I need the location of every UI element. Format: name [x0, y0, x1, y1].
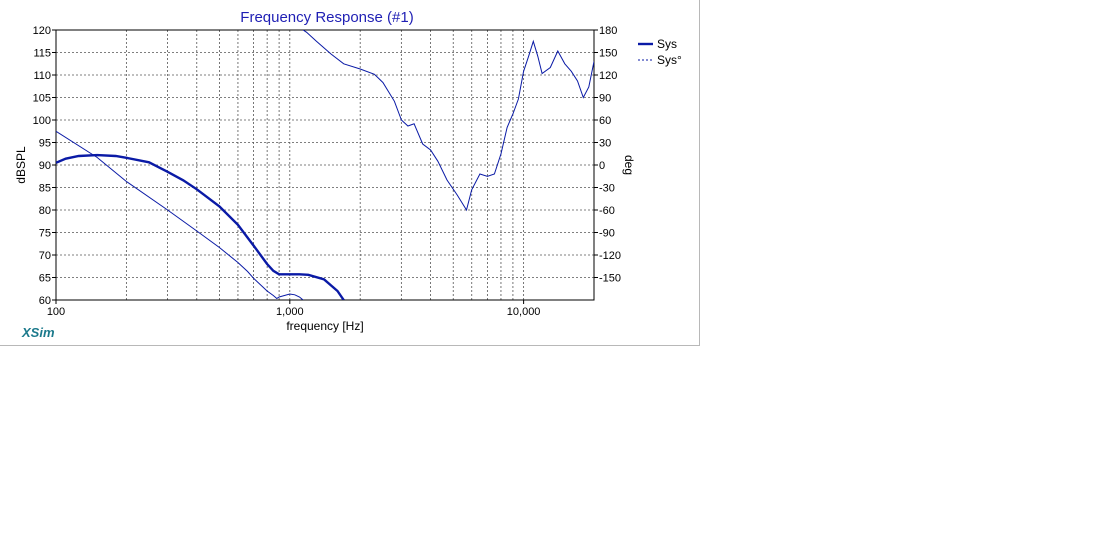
y-tick-label: 90 [39, 160, 51, 172]
brand-logo: XSim [21, 325, 55, 340]
x-tick-label: 1,000 [276, 306, 304, 318]
x-tick-label: 100 [47, 306, 65, 318]
legend: Sys Sys° [638, 37, 682, 67]
y2-tick-label: 90 [599, 93, 611, 105]
y2-tick-label: -30 [599, 183, 615, 195]
y-tick-label: 95 [39, 138, 51, 150]
y-axis-label: dBSPL [14, 146, 28, 184]
frequency-response-chart: Frequency Response (#1) 60 65 70 75 80 85 90 95… [14, 9, 682, 340]
y-tick-label: 80 [39, 205, 51, 217]
y-tick-label: 115 [33, 48, 51, 60]
y-tick-label: 65 [39, 273, 51, 285]
y-axis-ticks: 60 65 70 75 80 85 90 95 100 105 110 115 120 [33, 25, 56, 307]
legend-label: Sys [657, 37, 677, 51]
x-tick-label: 10,000 [507, 306, 541, 318]
x-axis-ticks: 100 1,000 10,000 [47, 300, 541, 318]
y-tick-label: 85 [39, 183, 51, 195]
legend-label: Sys° [657, 53, 682, 67]
grid-lines [56, 30, 594, 300]
y2-axis-ticks: -150 -120 -90 -60 -30 0 30 60 90 120 150 180 [594, 25, 621, 285]
y-tick-label: 120 [33, 25, 51, 37]
y-tick-label: 100 [33, 115, 51, 127]
y2-tick-label: 30 [599, 138, 611, 150]
y2-tick-label: 60 [599, 115, 611, 127]
y2-tick-label: -150 [599, 273, 621, 285]
y2-tick-label: -120 [599, 250, 621, 262]
y-tick-label: 70 [39, 250, 51, 262]
series-line-spl [56, 153, 345, 300]
y-tick-label: 75 [39, 228, 51, 240]
y2-tick-label: 120 [599, 70, 617, 82]
y2-tick-label: -90 [599, 228, 615, 240]
x-axis-label: frequency [Hz] [286, 319, 363, 333]
chart-panel: Frequency Response (#1) 60 65 70 75 80 85 90 95… [0, 0, 700, 346]
y2-tick-label: 0 [599, 160, 605, 172]
y-tick-label: 60 [39, 295, 51, 307]
y-tick-label: 105 [33, 93, 51, 105]
data-series [56, 30, 594, 300]
y2-axis-label: deg [622, 155, 636, 175]
series-line-phase [56, 30, 594, 300]
y2-tick-label: 180 [599, 25, 617, 37]
y2-tick-label: 150 [599, 48, 617, 60]
y2-tick-label: -60 [599, 205, 615, 217]
y-tick-label: 110 [33, 70, 51, 82]
chart-title: Frequency Response (#1) [240, 9, 413, 26]
